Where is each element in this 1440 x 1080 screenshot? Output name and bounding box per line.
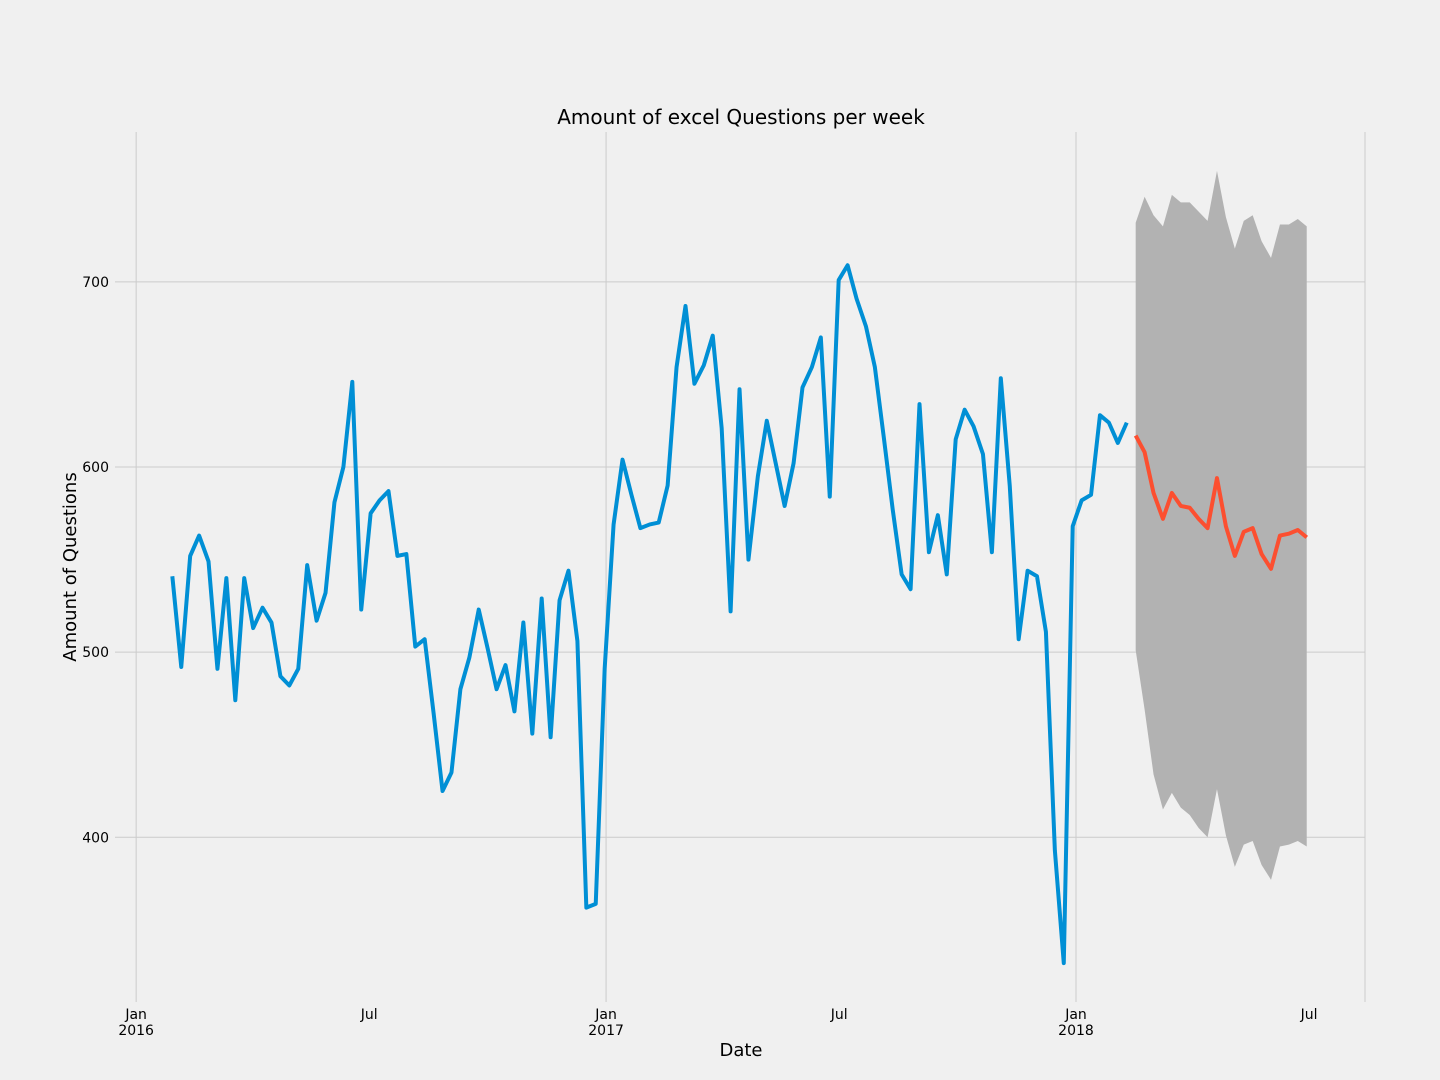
- line-series: [1133, 434, 1309, 571]
- x-tick-label: Jan 2016: [118, 1007, 154, 1039]
- y-tick-label: 600: [82, 460, 109, 476]
- chart-title: Amount of excel Questions per week: [557, 105, 925, 129]
- x-tick-label: Jan 2017: [588, 1007, 624, 1039]
- x-minor-tick-label: Jul: [360, 1007, 378, 1023]
- y-tick-label: 400: [82, 830, 109, 846]
- confidence-band: [1135, 170, 1307, 880]
- y-axis-label: Amount of Questions: [60, 472, 81, 661]
- y-tick-label: 500: [82, 645, 109, 661]
- line-series: [170, 263, 1129, 966]
- y-tick-label: 700: [82, 275, 109, 291]
- x-minor-tick-label: Jul: [1300, 1007, 1318, 1023]
- x-tick-label: Jan 2018: [1058, 1007, 1094, 1039]
- x-minor-tick-label: Jul: [830, 1007, 848, 1023]
- x-axis-label: Date: [719, 1040, 762, 1061]
